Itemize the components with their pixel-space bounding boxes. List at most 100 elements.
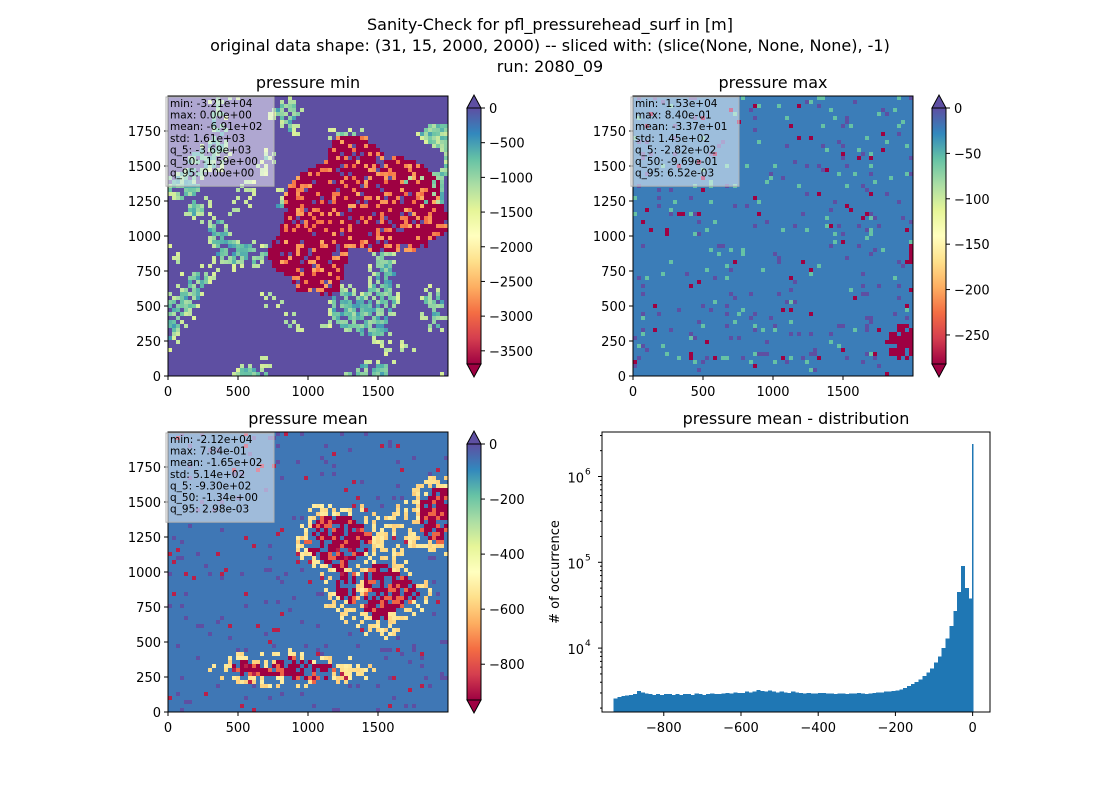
colorbar-tick-label: −100	[954, 193, 990, 208]
panel-title: pressure mean - distribution	[683, 409, 910, 428]
histogram-bar	[641, 692, 645, 712]
colorbar-extend-bottom	[467, 364, 481, 377]
histogram-bar	[683, 694, 687, 712]
histogram-bar	[834, 694, 838, 712]
colorbar-tick-label: −3500	[489, 345, 533, 360]
x-tick-label: 0	[629, 385, 637, 400]
histogram-bar	[625, 696, 629, 712]
histogram-bar	[614, 698, 618, 712]
histogram-bar	[745, 692, 749, 712]
histogram-bar	[919, 680, 923, 712]
histogram-bar	[876, 692, 880, 712]
stats-line: max: 8.40e-01	[635, 110, 712, 122]
histogram-bar	[946, 638, 950, 712]
stats-line: std: 1.61e+03	[170, 133, 245, 145]
colorbar-gradient	[467, 444, 481, 700]
y-tick-label: 10	[567, 471, 584, 486]
colorbar-tick-label: −600	[489, 603, 525, 618]
histogram-bar	[953, 611, 957, 712]
histogram-bar	[818, 693, 822, 712]
y-tick-label: 10	[567, 643, 584, 658]
stats-line: min: -3.21e+04	[170, 98, 253, 110]
histogram-bar	[949, 626, 953, 712]
histogram-bar	[922, 676, 926, 712]
histogram-bar	[644, 694, 648, 712]
y-tick-label: 250	[136, 671, 161, 686]
y-tick-label: 250	[136, 335, 161, 350]
histogram-bar	[895, 691, 899, 712]
stats-line: min: -1.53e+04	[635, 98, 718, 110]
x-tick-label: 500	[226, 385, 251, 400]
histogram-bar	[965, 588, 969, 712]
colorbar-tick-label: 0	[489, 102, 497, 117]
histogram-bar	[807, 693, 811, 712]
y-tick-label: 10	[567, 557, 584, 572]
histogram-bar	[753, 692, 757, 712]
histogram-bar	[695, 694, 699, 712]
stats-line: q_50: -1.59e+00	[170, 156, 258, 168]
y-tick-label: 1500	[128, 160, 161, 175]
figure-title-line-3: run: 2080_09	[497, 57, 603, 77]
histogram-bar	[660, 695, 664, 712]
histogram-bar	[629, 695, 633, 712]
histogram-bar	[845, 694, 849, 712]
panel-pressure-mean-distribution: pressure mean - distribution# of occurre…	[548, 409, 990, 736]
histogram-bar	[671, 695, 675, 712]
histogram-bar	[961, 566, 965, 712]
histogram-bar	[849, 694, 853, 712]
x-tick-label: 1500	[361, 385, 394, 400]
histogram-bar	[691, 695, 695, 712]
y-tick-exponent: 6	[585, 467, 591, 477]
histogram-bar	[656, 694, 660, 712]
y-tick-label: 0	[153, 370, 161, 385]
y-tick-label: 1000	[128, 566, 161, 581]
stats-line: q_5: -3.69e+03	[170, 144, 251, 156]
colorbar-tick-label: −2500	[489, 275, 533, 290]
y-tick-label: 1250	[593, 195, 626, 210]
stats-line: mean: -3.37e+01	[635, 121, 727, 133]
histogram-bar	[648, 694, 652, 712]
histogram-bar	[768, 691, 772, 712]
colorbar-tick-label: −500	[489, 137, 525, 152]
y-tick-label: 750	[136, 265, 161, 280]
histogram-bar	[633, 694, 637, 712]
histogram-bar	[888, 692, 892, 712]
histogram-bar	[652, 695, 656, 712]
histogram-bar	[637, 691, 641, 712]
histogram-bar	[942, 648, 946, 712]
histogram-bar	[764, 692, 768, 712]
colorbar: 0−50−100−150−200−250	[932, 95, 990, 377]
colorbar-tick-label: −3000	[489, 310, 533, 325]
stats-line: max: 7.84e-01	[170, 446, 247, 458]
x-tick-label: 0	[968, 721, 976, 736]
histogram-bar	[861, 694, 865, 712]
histogram-bar	[776, 692, 780, 712]
y-tick-label: 750	[136, 601, 161, 616]
histogram-bar	[737, 693, 741, 712]
x-tick-label: −200	[878, 721, 914, 736]
y-tick-exponent: 5	[585, 553, 591, 563]
histogram-bar	[972, 444, 974, 712]
y-tick-label: 500	[136, 636, 161, 651]
stats-line: q_5: -2.82e+02	[635, 144, 716, 156]
histogram-bar	[799, 693, 803, 712]
colorbar-gradient	[467, 108, 481, 364]
stats-line: q_95: 2.98e-03	[170, 504, 249, 516]
histogram-bar	[853, 694, 857, 712]
histogram-bar	[899, 689, 903, 712]
histogram-bar	[926, 672, 930, 712]
histogram-bar	[915, 682, 919, 712]
stats-line: max: 0.00e+00	[170, 110, 252, 122]
y-tick-label: 1000	[593, 230, 626, 245]
x-tick-label: 1000	[756, 385, 789, 400]
colorbar-tick-label: −1500	[489, 206, 533, 221]
stats-line: mean: -1.65e+02	[170, 457, 262, 469]
colorbar-extend-top	[932, 95, 946, 108]
histogram-bar	[783, 692, 787, 712]
colorbar-tick-label: −800	[489, 658, 525, 673]
panel-title: pressure min	[256, 73, 360, 92]
x-tick-label: 0	[164, 721, 172, 736]
